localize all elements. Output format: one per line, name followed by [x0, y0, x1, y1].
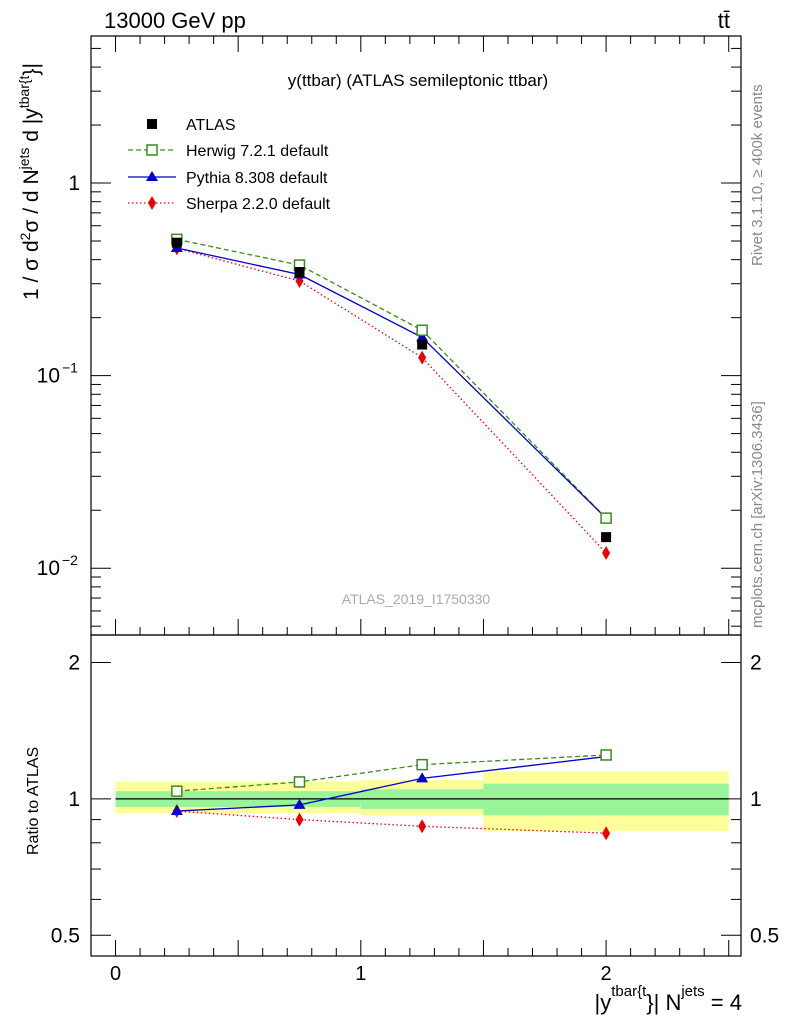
main-point-atlas-3 [601, 532, 612, 543]
ratio-point-sherpa-1 [295, 812, 304, 827]
ratio-y-tick-label-right-1: 1 [750, 788, 762, 811]
main-line-sherpa [176, 247, 607, 554]
main-y-tick-exp-2: −2 [62, 552, 78, 568]
legend: ATLAS Herwig 7.2.1 default Pythia 8.308 … [128, 117, 331, 213]
ratio-point-sherpa-2 [418, 819, 427, 834]
ratio-band-inner-3 [483, 783, 729, 816]
ratio-series-lines [176, 754, 607, 834]
legend-label-pythia: Pythia 8.308 default [186, 170, 328, 187]
main-point-atlas-1 [294, 267, 305, 278]
ratio-point-herwig-1 [293, 776, 306, 788]
ratio-point-pythia-1 [293, 798, 306, 809]
main-series-markers [170, 233, 613, 560]
ratio-point-herwig-0 [171, 785, 183, 797]
ratio-point-herwig-3 [600, 749, 612, 761]
main-point-sherpa-3 [602, 545, 611, 560]
ratio-point-pythia-0 [170, 805, 183, 816]
legend-marker-herwig [146, 144, 158, 156]
legend-item-atlas: ATLAS [147, 117, 236, 134]
legend-item-pythia: Pythia 8.308 default [128, 170, 328, 187]
main-point-atlas-2 [417, 339, 428, 350]
x-tick-label-0: 0 [110, 963, 121, 985]
x-axis-title: |ytbar{t}| Njets = 4 [595, 983, 742, 1015]
legend-marker-pythia [146, 171, 158, 181]
main-line-pythia [176, 247, 607, 519]
header-right: tt̄ [718, 8, 730, 33]
mcplots-label: mcplots.cern.ch [arXiv:1306.3436] [749, 401, 766, 628]
x-tick-label-1: 1 [355, 963, 366, 985]
ratio-y-tick-label-left-1: 1 [68, 788, 80, 811]
legend-marker-sherpa [148, 196, 156, 210]
chart-title: y(ttbar) (ATLAS semileptonic ttbar) [288, 71, 548, 90]
rivet-label: Rivet 3.1.10, ≥ 400k events [749, 84, 766, 266]
main-point-atlas-0 [171, 237, 182, 248]
header-left: 13000 GeV pp [104, 8, 246, 33]
ratio-y-tick-label-right-2: 0.5 [750, 924, 779, 947]
main-y-tick-label-2: 10 [37, 557, 60, 580]
main-point-herwig-2 [416, 324, 428, 337]
ratio-point-pythia-2 [416, 772, 429, 783]
main-point-herwig-3 [600, 512, 612, 524]
main-line-herwig [176, 238, 607, 519]
main-series-lines [176, 238, 607, 554]
ratio-y-axis-title: Ratio to ATLAS [25, 747, 42, 855]
ratio-point-herwig-2 [416, 758, 428, 771]
legend-label-sherpa: Sherpa 2.2.0 default [186, 196, 331, 213]
ratio-y-tick-label-right-0: 2 [750, 651, 762, 674]
main-point-sherpa-2 [418, 350, 427, 365]
ratio-line-pythia [176, 755, 607, 812]
legend-label-herwig: Herwig 7.2.1 default [186, 143, 329, 160]
ratio-plot-frame [90, 634, 742, 957]
analysis-tag: ATLAS_2019_I1750330 [342, 591, 491, 607]
ratio-line-herwig [176, 754, 607, 792]
main-point-pythia-2 [416, 331, 429, 342]
axis-ticks [91, 36, 741, 956]
ratio-series-markers [170, 749, 613, 841]
ratio-point-sherpa-3 [602, 826, 611, 841]
ratio-y-tick-label-left-2: 0.5 [51, 924, 80, 947]
main-y-tick-label-0: 1 [68, 172, 80, 195]
ratio-line-sherpa [176, 810, 607, 834]
main-y-tick-label-1: 10 [37, 365, 60, 388]
main-y-tick-exp-1: −1 [62, 360, 78, 376]
legend-marker-atlas [147, 119, 157, 129]
legend-item-sherpa: Sherpa 2.2.0 default [128, 196, 331, 213]
main-y-axis-title: 1 / σ d2σ / d Njets d |ytbar{t}| [16, 63, 43, 300]
x-tick-label-2: 2 [601, 963, 612, 985]
ratio-y-tick-label-left-0: 2 [68, 651, 80, 674]
legend-item-herwig: Herwig 7.2.1 default [128, 143, 329, 160]
legend-label-atlas: ATLAS [186, 117, 236, 134]
